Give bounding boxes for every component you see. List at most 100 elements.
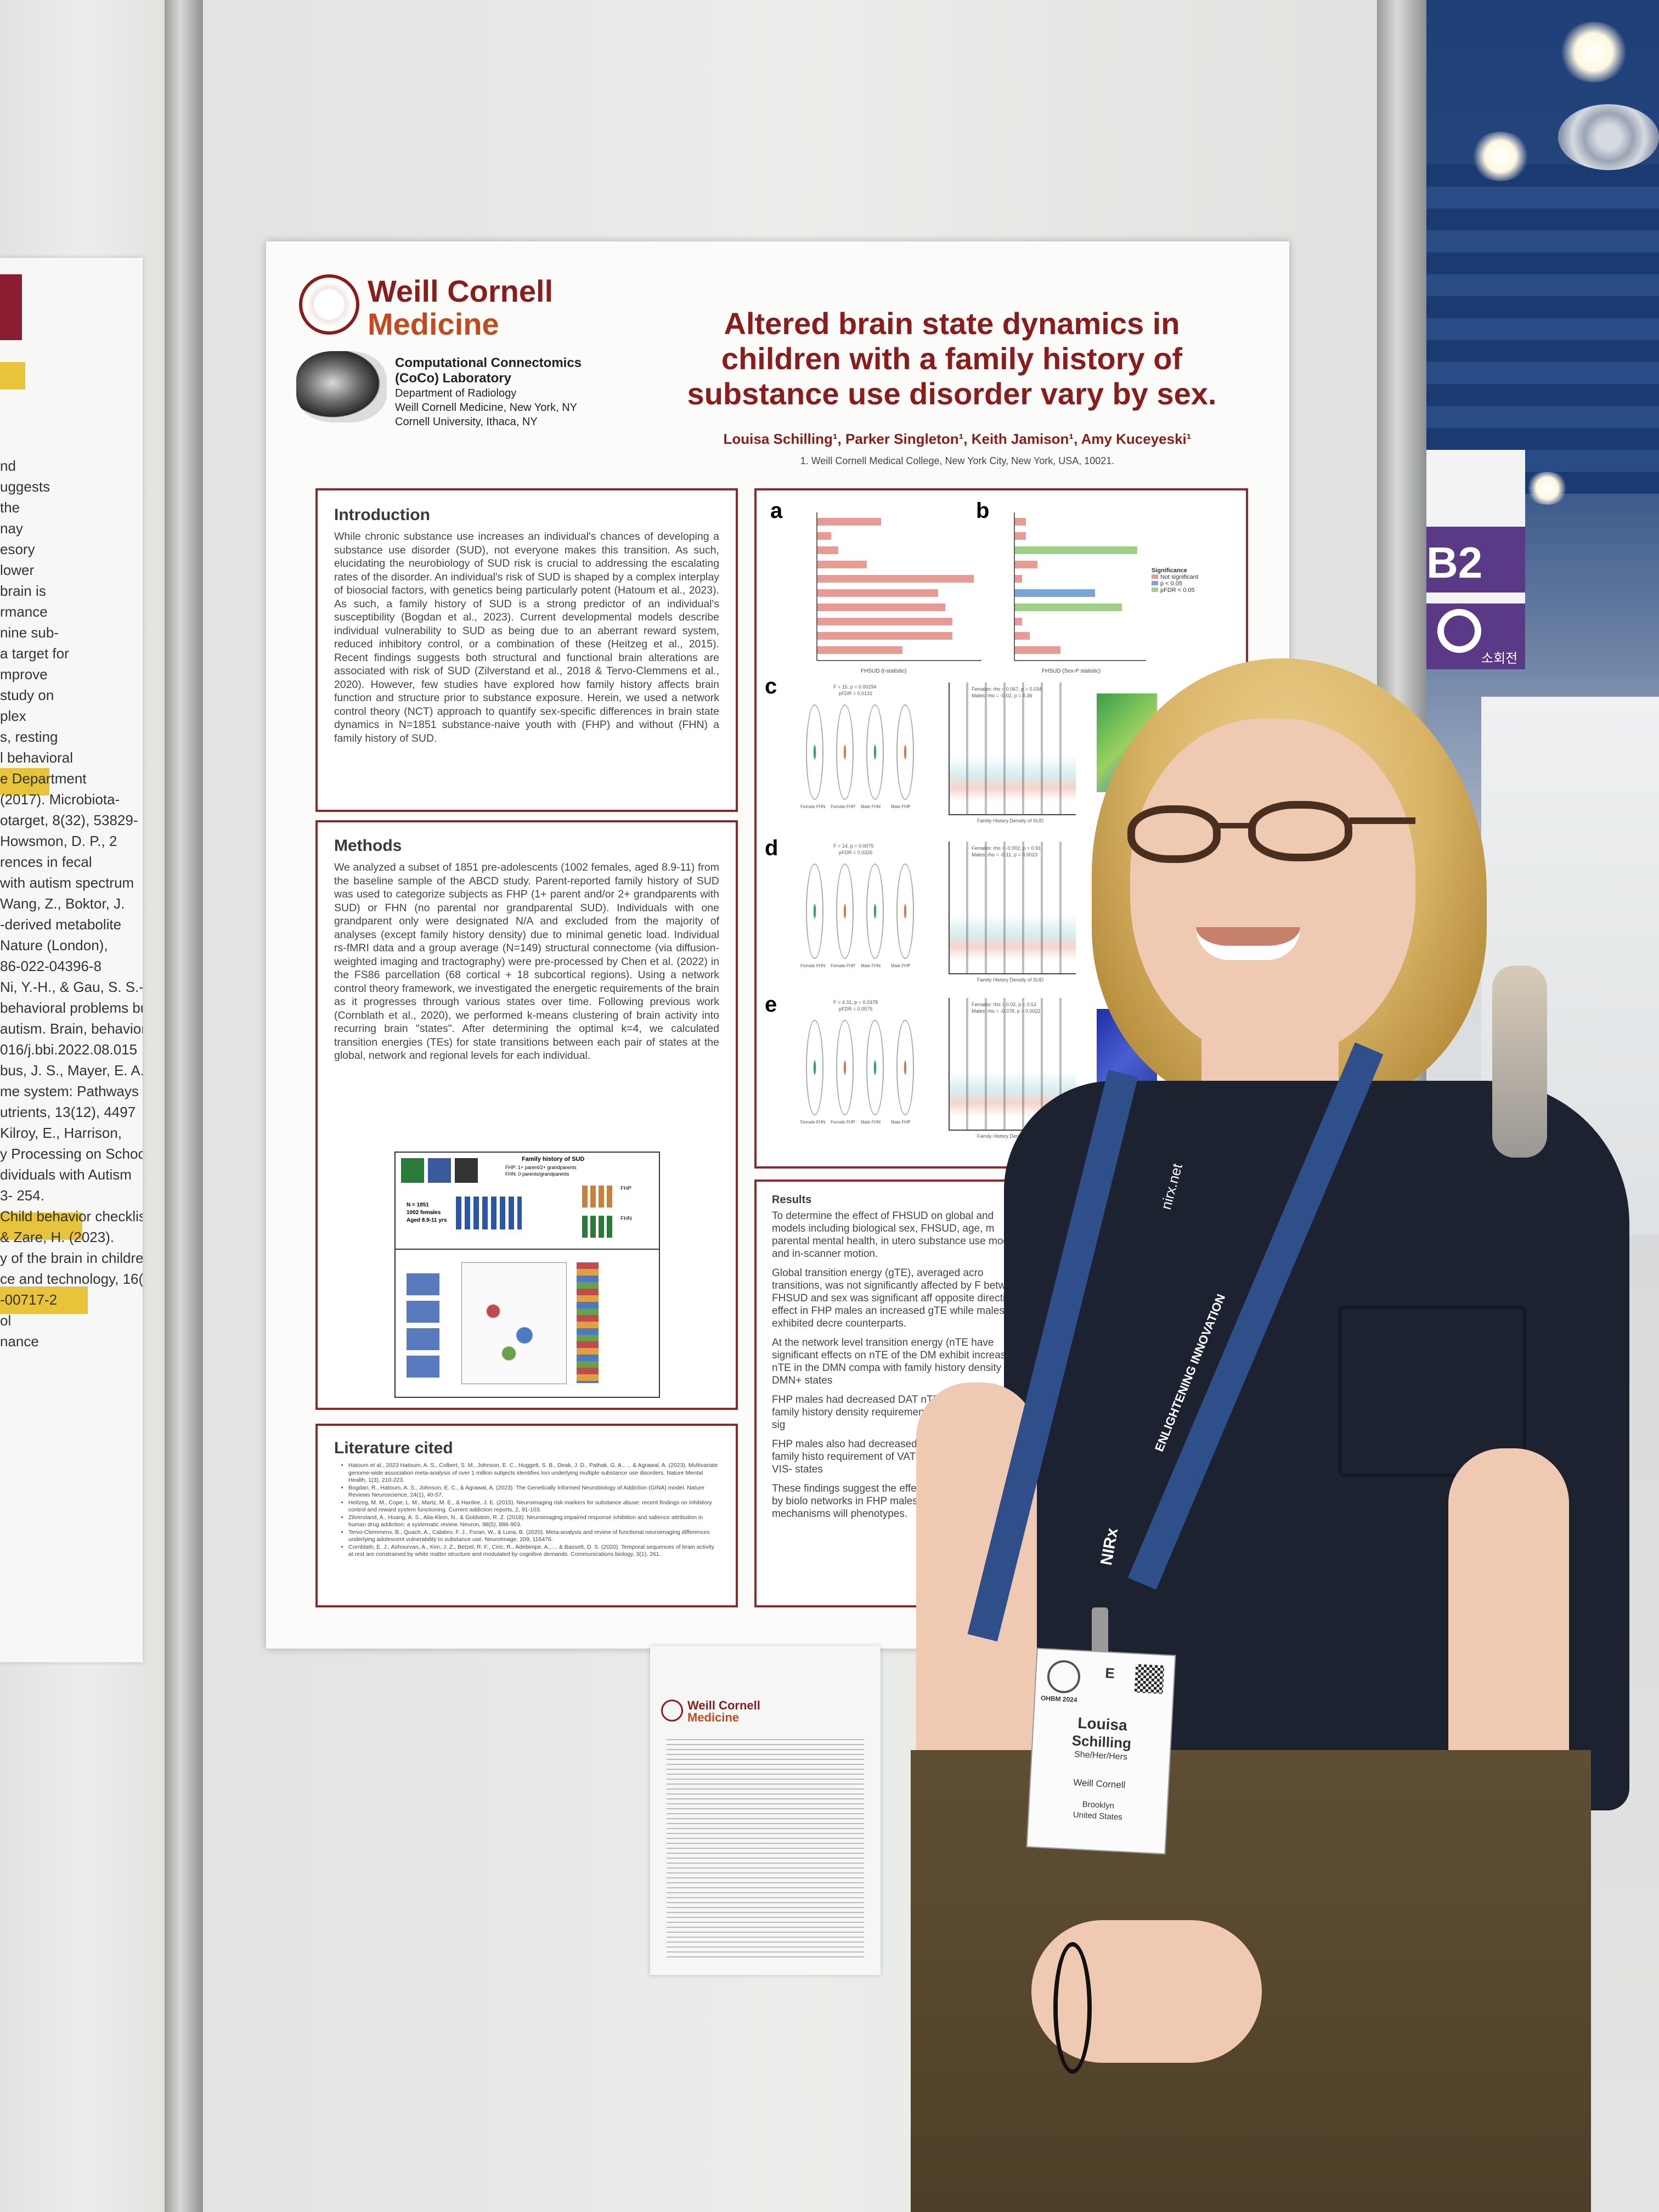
violin-group-label: Male FHN: [861, 963, 881, 968]
citation: Tervo-Clemmens, B., Quach, A., Calabro, …: [348, 1529, 719, 1544]
shirt-pocket: [1339, 1306, 1526, 1477]
legend-swatch: [1152, 588, 1158, 592]
legend-item: Not significant: [1152, 574, 1245, 580]
handout-seal-icon: [661, 1700, 683, 1722]
title-line: children with a family history of: [721, 341, 1183, 376]
brain-thumbnails: [401, 1158, 478, 1183]
scatter-plot-d: Females: rho = -0.002, p = 0.91 Males: rh…: [949, 842, 1076, 983]
qr-code-icon: [1134, 1664, 1165, 1694]
neighbor-text-fragment: & Zare, H. (2023).: [0, 1229, 115, 1245]
violin-group-label: Male FHP: [891, 963, 911, 968]
event-logo-text: OHBM 2024: [1040, 1694, 1077, 1704]
hall-sign-subtitle: 소회전: [1481, 651, 1518, 666]
neighbor-text-fragment: 3- 254.: [0, 1187, 44, 1204]
legend-item: pFDR < 0.05: [1152, 587, 1245, 594]
citation: Cornblath, E. J., Ashourvan, A., Kim, J.…: [348, 1544, 719, 1559]
neighbor-text-fragment: autism. Brain, behavior,: [0, 1020, 143, 1037]
neighbor-highlight: [0, 768, 49, 795]
handout-logo-line2: Medicine: [687, 1711, 740, 1724]
violin: [806, 704, 823, 800]
neighbor-text-fragment: Nature (London),: [0, 937, 108, 953]
neighbor-text-fragment: Ni, Y.-H., & Gau, S. S.-: [0, 979, 143, 995]
logo-line1: Weill Cornell: [368, 274, 554, 308]
smile: [1196, 927, 1300, 960]
neighbor-text-fragment: with autism spectrum: [0, 874, 134, 891]
neighbor-text-fragment: esory: [0, 541, 35, 557]
scatter-legend: Males: rho = -0.02, p = 0.36: [972, 693, 1032, 698]
results-paragraph: At the network level transition energy (…: [772, 1337, 1022, 1386]
neighbor-text-fragment: study on: [0, 687, 54, 703]
violin-group-label: Male FHP: [891, 1120, 911, 1125]
poster-title: Altered brain state dynamics in children…: [650, 306, 1254, 411]
neighbor-text-fragment: ce and technology, 16(2),: [0, 1271, 143, 1287]
bar-a: [817, 518, 881, 526]
scatter-plot-c: Females: rho = 0.067, p = 0.034 Males: rh…: [949, 682, 1076, 823]
neighbor-text-fragment: -derived metabolite: [0, 916, 122, 933]
title-line: Altered brain state dynamics in: [724, 306, 1180, 341]
scatter-xlabel: Family History Density of SUD: [977, 1133, 1044, 1139]
scatter-xlabel: Family History Density of SUD: [977, 818, 1044, 823]
lab-name-line1: Computational Connectomics: [395, 356, 582, 370]
neighbor-text-fragment: ol: [0, 1312, 12, 1329]
bar-b: [1014, 532, 1026, 540]
background-attendee: [1492, 966, 1547, 1158]
neighbor-text-fragment: nance: [0, 1333, 39, 1350]
bracelet: [1053, 1942, 1092, 2074]
violin-plot-e: Female FHN Female FHP Male FHN Male FHP F = …: [789, 998, 927, 1130]
hall-sign-code: B2: [1426, 538, 1483, 587]
legend-title: Significance: [1152, 567, 1187, 574]
legend-item-label: p < 0.05: [1160, 580, 1183, 587]
logo-line2: Medicine: [368, 307, 499, 341]
badge-letter: E: [1104, 1664, 1115, 1682]
legend-swatch: [1152, 581, 1158, 585]
badge-org: Weill Cornell: [1073, 1777, 1126, 1791]
bar-b: [1014, 632, 1030, 640]
methods-diagram: Family history of SUD FHP: 1+ parent/2+ …: [394, 1152, 660, 1398]
neighbor-text-fragment: bus, J. S., Mayer, E. A.,: [0, 1062, 143, 1079]
bar-b: [1014, 561, 1037, 568]
scatter-legend: Males: rho = -0.11, p = 0.0023: [972, 852, 1037, 857]
methods-text: We analyzed a subset of 1851 pre-adolesc…: [334, 861, 719, 1062]
group-fhp-label: FHP: [620, 1186, 631, 1192]
violin-group-label: Female FHP: [831, 963, 855, 968]
face: [1130, 719, 1415, 1059]
poster-authors: Louisa Schilling¹, Parker Singleton¹, Ke…: [723, 431, 1192, 447]
bar-a: [817, 632, 952, 640]
bar-a: [817, 603, 945, 611]
diagram-fhp-def: FHP: 1+ parent/2+ grandparents: [505, 1165, 577, 1170]
violin: [836, 704, 854, 800]
neighbor-text-fragment: lower: [0, 562, 35, 578]
chart-a: FHSUD (t-statistic): [816, 512, 981, 674]
violin-plot-c: Female FHN Female FHP Male FHN Male FHP F = …: [789, 682, 927, 814]
title-line: substance use disorder vary by sex.: [687, 376, 1217, 411]
diagram-title: Family history of SUD: [522, 1156, 585, 1163]
neighbor-text-fragment: a target for: [0, 645, 69, 662]
neighbor-poster-text: nd uggests the nay esory lower brain is rmance n…: [0, 455, 143, 1352]
neighbor-text-fragment: uggests: [0, 478, 50, 495]
fhp-people-icon: [582, 1186, 615, 1207]
neighbor-header-block: [0, 274, 22, 340]
hall-sign-subtitle-panel: 소회전: [1415, 603, 1525, 669]
neighbor-poster: nd uggests the nay esory lower brain is rmance n…: [0, 258, 143, 1662]
results-paragraph: To determine the effect of FHSUD on glob…: [772, 1210, 1020, 1260]
introduction-section: Introduction While chronic substance use…: [315, 488, 738, 812]
fhn-people-icon: [582, 1216, 615, 1238]
handout-text-block: [667, 1739, 864, 1959]
violin: [836, 1020, 854, 1115]
state-sequence-bar: [577, 1262, 599, 1383]
bar-a: [817, 561, 867, 568]
neighbor-text-fragment: the: [0, 499, 20, 516]
violin: [896, 704, 914, 800]
stat-label: F = 14, p = 0.0075: [833, 843, 874, 849]
diagram-fhn-def: FHN: 0 parents/grandparents: [505, 1171, 569, 1177]
neighbor-text-fragment: 86-022-04396-8: [0, 958, 102, 974]
panel-label-d: d: [765, 836, 778, 860]
violin: [866, 864, 884, 959]
stat-label: pFDR = 0.0575: [839, 1006, 873, 1012]
group-fhn-label: FHN: [620, 1216, 632, 1222]
neighbor-text-fragment: behavioral problems but: [0, 1000, 143, 1016]
bar-a: [817, 546, 838, 554]
citation: Hatoum et al., 2023 Hatoum, A. S., Colbe…: [348, 1462, 719, 1485]
neighbor-text-fragment: Howsmon, D. P., 2: [0, 833, 117, 849]
